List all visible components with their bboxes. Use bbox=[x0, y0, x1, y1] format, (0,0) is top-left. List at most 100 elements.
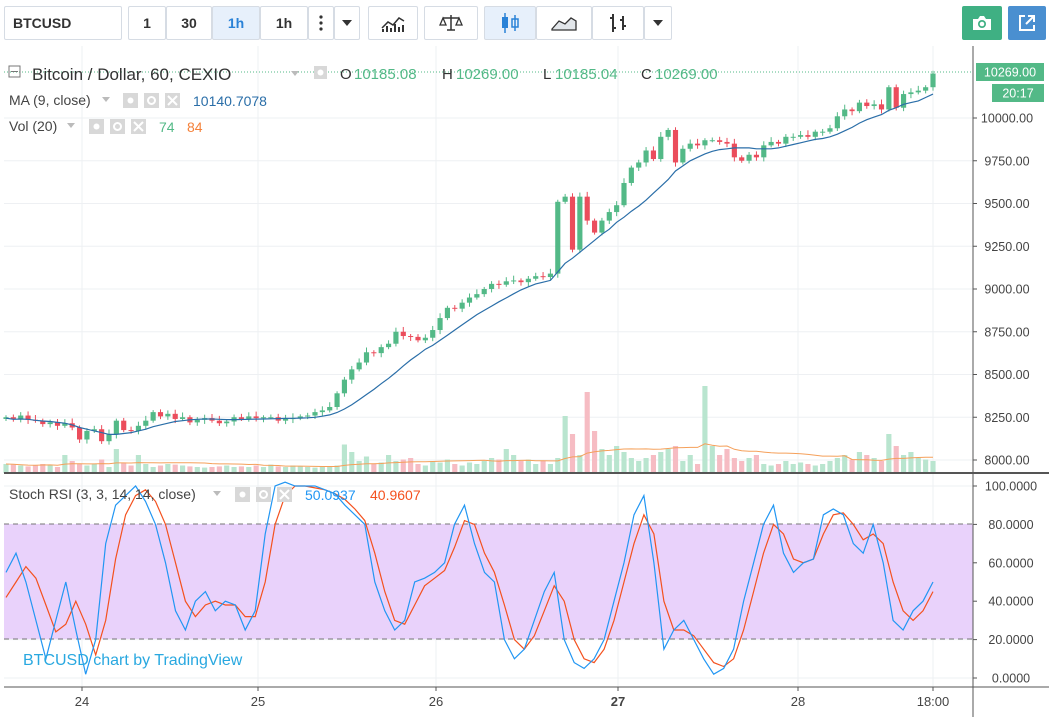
candle bbox=[378, 344, 384, 358]
candle-body bbox=[172, 413, 178, 419]
candle-body bbox=[415, 336, 421, 341]
candles-style-button[interactable] bbox=[484, 6, 536, 40]
x-tick-label: 27 bbox=[611, 694, 625, 709]
candle bbox=[658, 132, 664, 162]
candle bbox=[878, 99, 885, 114]
interval-30-button[interactable]: 30 bbox=[166, 6, 212, 40]
candle bbox=[113, 418, 119, 439]
volume-bar bbox=[341, 444, 348, 473]
candle-body bbox=[444, 307, 451, 319]
stoch-tick-label: 100.0000 bbox=[985, 480, 1037, 494]
volume-bar bbox=[231, 467, 237, 473]
candle bbox=[775, 139, 782, 147]
volume-bar bbox=[378, 462, 384, 473]
last-price-tag bbox=[976, 63, 1044, 81]
interval-1h-button[interactable]: 1h bbox=[212, 6, 260, 40]
candle-body bbox=[812, 131, 818, 137]
series-settings-icon[interactable] bbox=[314, 66, 327, 79]
volume-bar bbox=[474, 464, 480, 473]
candle-body bbox=[930, 73, 936, 88]
compare-button[interactable] bbox=[424, 6, 478, 40]
candle-body bbox=[18, 415, 24, 419]
candle bbox=[584, 191, 590, 225]
indicators-button[interactable] bbox=[368, 6, 418, 40]
volume-bar bbox=[135, 455, 142, 473]
vol-settings-icon[interactable] bbox=[110, 119, 125, 134]
volume-bar bbox=[584, 392, 590, 473]
bars-style-button[interactable] bbox=[592, 6, 644, 40]
stoch-remove-icon[interactable] bbox=[277, 487, 292, 502]
candle-body bbox=[422, 337, 428, 341]
volume-bar bbox=[3, 464, 9, 473]
candle-body bbox=[731, 143, 737, 158]
chevron-down-icon[interactable] bbox=[102, 97, 110, 102]
candle-body bbox=[694, 143, 701, 146]
volume-bar bbox=[488, 458, 495, 473]
area-style-button[interactable] bbox=[536, 6, 592, 40]
candle-body bbox=[547, 273, 554, 278]
candle-body bbox=[84, 430, 90, 440]
stoch-d-value: 40.9607 bbox=[370, 487, 421, 503]
more-intervals-button[interactable] bbox=[308, 6, 334, 40]
popout-button[interactable] bbox=[1008, 6, 1046, 40]
candle bbox=[356, 358, 362, 372]
chart-canvas[interactable]: 8000.00 8250.00 8500.00 8750.00 9000.00 9250.… bbox=[0, 46, 1049, 717]
candle-body bbox=[10, 417, 16, 419]
candle bbox=[842, 104, 848, 120]
candle bbox=[121, 417, 127, 433]
volume-bar bbox=[621, 452, 627, 473]
volume-bar bbox=[275, 466, 281, 473]
volume-bar bbox=[886, 434, 892, 473]
volume-bar bbox=[761, 464, 767, 473]
candle bbox=[371, 350, 377, 357]
candle bbox=[32, 415, 39, 423]
volume-bar bbox=[518, 461, 524, 473]
chart-area[interactable]: 8000.00 8250.00 8500.00 8750.00 9000.00 9250.… bbox=[0, 46, 1049, 717]
candle-body bbox=[297, 416, 303, 419]
volume-bar bbox=[834, 458, 840, 473]
stoch-tick-label: 20.0000 bbox=[988, 633, 1033, 647]
candle-body bbox=[121, 420, 127, 431]
volume-bar bbox=[150, 467, 156, 473]
stoch-visibility-icon[interactable] bbox=[235, 487, 250, 502]
candle bbox=[643, 147, 649, 167]
volume-bar bbox=[680, 461, 686, 473]
interval-1h-alt-button[interactable]: 1h bbox=[260, 6, 308, 40]
candle-body bbox=[305, 415, 311, 417]
interval-1-button[interactable]: 1 bbox=[128, 6, 166, 40]
indicators-icon bbox=[381, 17, 405, 32]
interval-dropdown-button[interactable] bbox=[334, 6, 360, 40]
candle-body bbox=[143, 420, 149, 426]
vol-remove-icon[interactable] bbox=[131, 119, 146, 134]
symbol-search-button[interactable]: BTCUSD bbox=[4, 6, 122, 40]
candle bbox=[422, 334, 428, 344]
volume-bar bbox=[400, 459, 406, 473]
chart-style-dropdown-button[interactable] bbox=[644, 6, 672, 40]
toolbar: BTCUSD 1 30 1h 1h bbox=[0, 0, 1049, 46]
snapshot-button[interactable] bbox=[962, 6, 1002, 40]
volume-bar bbox=[702, 386, 708, 473]
ma-remove-icon[interactable] bbox=[165, 93, 180, 108]
open-value: 10185.08 bbox=[354, 66, 417, 83]
stoch-k-value: 50.0937 bbox=[305, 487, 356, 503]
vol-visibility-icon[interactable] bbox=[89, 119, 104, 134]
collapse-legend-button[interactable] bbox=[8, 65, 21, 78]
y-tick-label: 8250.00 bbox=[984, 411, 1029, 425]
candle bbox=[805, 130, 811, 140]
volume-bar bbox=[878, 461, 885, 473]
candle bbox=[812, 129, 818, 141]
chevron-down-icon[interactable] bbox=[213, 491, 221, 496]
volume-bar bbox=[768, 465, 774, 473]
watermark-link[interactable]: BTCUSD chart by TradingView bbox=[23, 652, 243, 669]
candle bbox=[216, 415, 222, 426]
volume-bar bbox=[724, 449, 730, 473]
candle-body bbox=[908, 92, 914, 95]
volume-bar bbox=[525, 459, 531, 473]
ma-visibility-icon[interactable] bbox=[123, 93, 138, 108]
chevron-down-icon[interactable] bbox=[67, 123, 75, 128]
chevron-down-icon[interactable] bbox=[291, 71, 299, 76]
candle bbox=[672, 127, 679, 167]
ma-settings-icon[interactable] bbox=[144, 93, 159, 108]
candle bbox=[385, 340, 392, 350]
stoch-settings-icon[interactable] bbox=[256, 487, 271, 502]
